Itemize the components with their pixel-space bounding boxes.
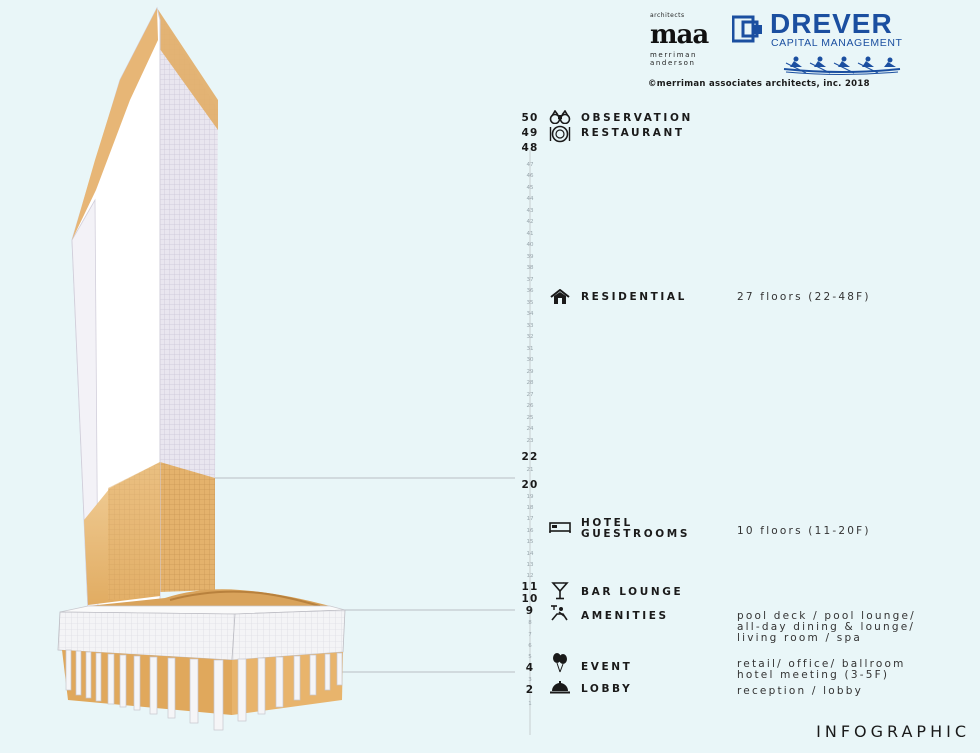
floor-number-49: 49 — [521, 127, 539, 139]
tower-east-face — [157, 8, 218, 478]
floor-number-24: 24 — [526, 426, 534, 432]
floor-number-45: 45 — [526, 185, 534, 191]
tower-east-gold-band — [160, 462, 215, 592]
maa-logo: maa — [650, 20, 709, 50]
drever-logo-subtitle: CAPITAL MANAGEMENT — [771, 37, 903, 49]
house-icon — [550, 289, 570, 304]
floor-number-17: 17 — [526, 516, 534, 522]
floor-desc-lobby: reception / lobby — [737, 685, 864, 697]
floor-number-7: 7 — [528, 632, 532, 638]
floor-desc-amenities: pool deck / pool lounge/ all-day dining … — [737, 610, 916, 644]
podium-base-interior — [62, 650, 232, 715]
floor-number-12: 12 — [526, 573, 534, 579]
floor-number-6: 6 — [528, 643, 532, 649]
floor-number-27: 27 — [526, 392, 534, 398]
floor-number-32: 32 — [526, 334, 534, 340]
maa-logo-text: maa — [650, 20, 709, 50]
tower-crown-front — [72, 8, 158, 240]
floor-label-event: EVENT — [581, 661, 633, 673]
floor-label-hotel: HOTEL GUESTROOMS — [581, 517, 690, 540]
floor-number-46: 46 — [526, 173, 534, 179]
floor-number-33: 33 — [526, 323, 534, 329]
floor-number-50: 50 — [521, 112, 539, 124]
floor-scale: 50 49 48 47 46 45 44 43 42 41 40 39 38 3… — [518, 0, 542, 753]
floor-number-8: 8 — [528, 620, 532, 626]
floor-number-5: 5 — [528, 654, 532, 660]
floor-number-28: 28 — [526, 380, 534, 386]
floor-number-4: 4 — [525, 662, 535, 674]
floor-number-38: 38 — [526, 265, 534, 271]
podium-columns — [65, 649, 343, 731]
floor-number-47: 47 — [526, 162, 534, 168]
floor-number-43: 43 — [526, 208, 534, 214]
guide-lines — [215, 477, 515, 673]
floor-number-14: 14 — [526, 551, 534, 557]
floor-number-11: 11 — [521, 581, 539, 593]
infographic-title: INFOGRAPHIC — [816, 722, 970, 741]
drever-logo-icon — [732, 15, 762, 43]
floor-label-amenities: AMENITIES — [581, 610, 669, 622]
floor-label-restaurant: RESTAURANT — [581, 127, 685, 139]
floor-number-35: 35 — [526, 300, 534, 306]
floor-number-2: 2 — [525, 684, 535, 696]
floor-number-44: 44 — [526, 196, 534, 202]
podium-east-face — [231, 609, 346, 661]
floor-number-1: 1 — [528, 701, 532, 707]
floor-number-41: 41 — [526, 231, 534, 237]
floor-desc-hotel: 10 floors (11-20F) — [737, 525, 871, 537]
floor-number-21: 21 — [526, 467, 534, 473]
floor-number-9: 9 — [525, 605, 535, 617]
floor-number-42: 42 — [526, 219, 534, 225]
tower-front-gold-grid — [108, 462, 160, 600]
floor-number-40: 40 — [526, 242, 534, 248]
floor-number-34: 34 — [526, 311, 534, 317]
floor-number-16: 16 — [526, 528, 534, 534]
floor-label-bar: BAR LOUNGE — [581, 586, 684, 598]
floor-number-30: 30 — [526, 357, 534, 363]
floor-number-18: 18 — [526, 505, 534, 511]
floor-number-19: 19 — [526, 494, 534, 500]
floor-number-36: 36 — [526, 288, 534, 294]
floor-number-22: 22 — [521, 451, 539, 463]
floor-desc-residential: 27 floors (22-48F) — [737, 291, 871, 303]
bed-icon — [549, 522, 571, 533]
floor-number-25: 25 — [526, 415, 534, 421]
floor-number-26: 26 — [526, 403, 534, 409]
floor-number-39: 39 — [526, 254, 534, 260]
floor-desc-event: retail/ office/ ballroom hotel meeting (… — [737, 658, 906, 681]
floor-number-3: 3 — [528, 677, 532, 683]
service-bell-icon — [550, 681, 570, 694]
maa-tagline: architects — [650, 12, 685, 19]
cocktail-icon — [551, 582, 569, 600]
drever-logo-name: DREVER — [770, 8, 893, 39]
floor-label-lobby: LOBBY — [581, 683, 633, 695]
balloons-icon — [553, 653, 567, 673]
logo-area: architects maa merriman anderson ©merrim… — [640, 6, 970, 96]
rowers-icon — [783, 56, 901, 75]
floor-number-48: 48 — [521, 142, 539, 154]
dining-icon — [549, 125, 571, 143]
floor-number-13: 13 — [526, 562, 534, 568]
binoculars-icon — [549, 110, 571, 124]
floor-number-20: 20 — [521, 479, 539, 491]
floor-label-observation: OBSERVATION — [581, 112, 693, 124]
maa-name: merriman anderson — [650, 51, 698, 67]
copyright: ©merriman associates architects, inc. 20… — [648, 79, 870, 89]
floor-number-15: 15 — [526, 539, 534, 545]
lounge-chair-icon — [551, 605, 568, 621]
floor-number-37: 37 — [526, 277, 534, 283]
floor-label-residential: RESIDENTIAL — [581, 291, 687, 303]
floor-number-10: 10 — [521, 593, 539, 605]
tower-crown-east — [157, 8, 218, 130]
floor-number-31: 31 — [526, 346, 534, 352]
floor-number-23: 23 — [526, 438, 534, 444]
floor-number-29: 29 — [526, 369, 534, 375]
